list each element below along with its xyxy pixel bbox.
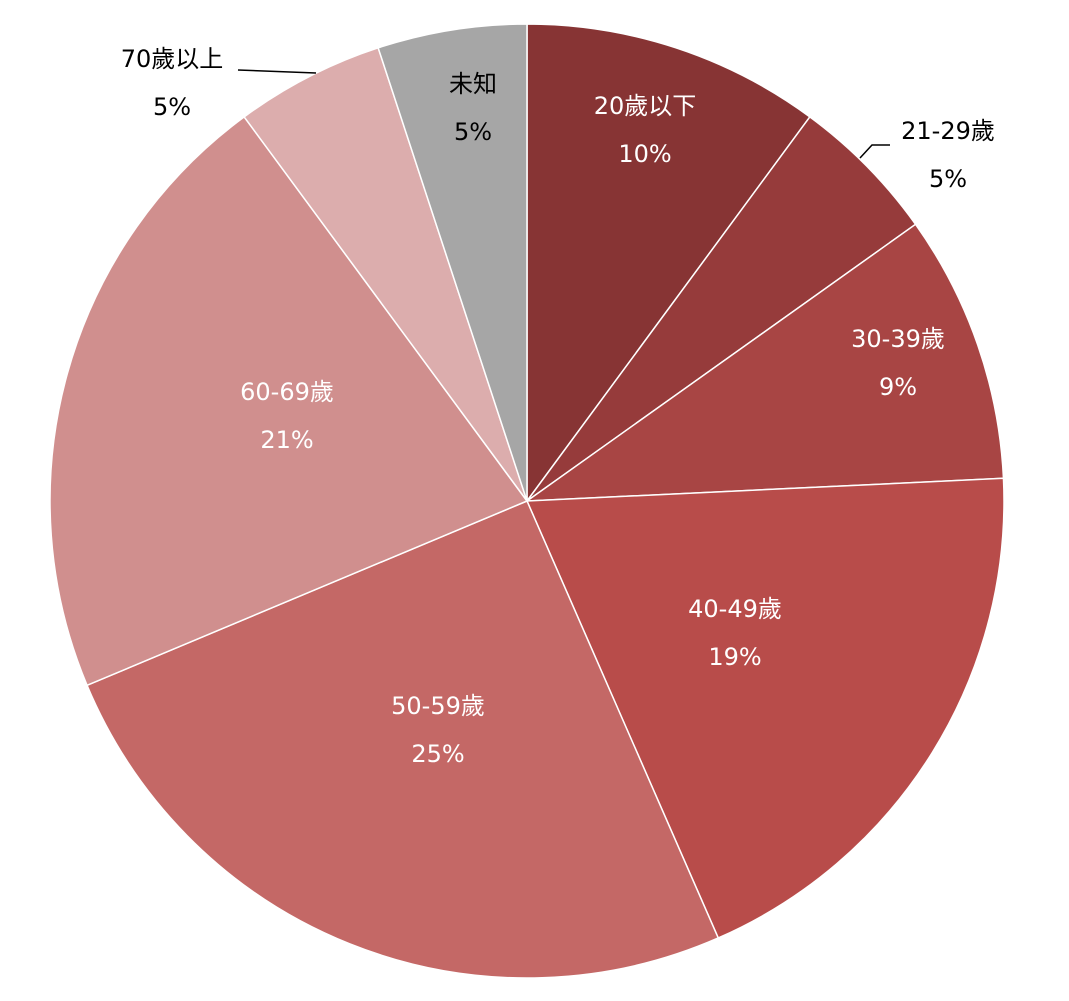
value-label: 19% [708, 643, 761, 671]
leader-line [859, 144, 890, 159]
slice-label: 60-69歲 [240, 378, 334, 406]
slice-label: 30-39歲 [851, 325, 945, 353]
slice-label: 20歲以下 [594, 92, 697, 120]
slice-label: 21-29歲 [901, 117, 995, 145]
leader-line [237, 69, 317, 74]
value-label: 9% [879, 373, 917, 401]
value-label: 5% [153, 93, 191, 121]
slice-label: 70歲以上 [121, 45, 224, 73]
value-label: 25% [411, 740, 464, 768]
pie-slice [525, 477, 1005, 939]
pie-slice [377, 23, 528, 502]
pie-slice [243, 46, 528, 502]
value-label: 5% [454, 118, 492, 146]
value-label: 21% [260, 426, 313, 454]
slice-label: 50-59歲 [391, 692, 485, 720]
value-label: 5% [929, 165, 967, 193]
pie-slice [526, 23, 811, 504]
slice-label: 40-49歲 [688, 595, 782, 623]
pie-slice [49, 115, 529, 687]
value-label: 10% [618, 140, 671, 168]
pie-slice [524, 223, 1005, 502]
pie-slice [86, 500, 720, 979]
slice-label: 未知 [449, 70, 497, 98]
pie-slice [526, 115, 917, 502]
